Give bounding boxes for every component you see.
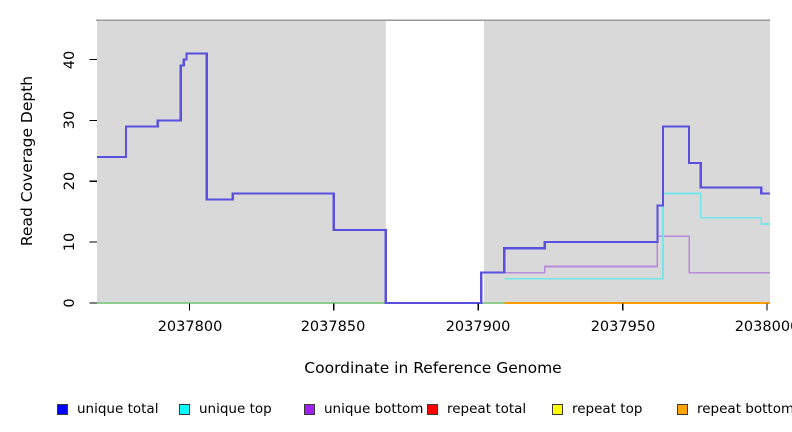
y-axis-title: Read Coverage Depth [18, 75, 36, 247]
y-tick-label: 30 [62, 110, 78, 130]
legend-label: unique bottom [324, 401, 424, 417]
legend-label: unique total [77, 401, 159, 417]
legend-item-repeat-total: repeat total [427, 401, 526, 417]
x-tick-label: 2037850 [300, 319, 366, 335]
legend-label: unique top [199, 401, 272, 417]
legend-item-unique-bottom: unique bottom [304, 401, 423, 417]
x-tick-label: 2037900 [445, 319, 511, 335]
unique-top-swatch-icon [179, 403, 190, 415]
unique-bottom-swatch-icon [304, 403, 315, 415]
y-tick-label: 40 [62, 50, 78, 70]
unique-total-swatch-icon [57, 403, 68, 415]
legend-label: repeat bottom [697, 401, 792, 417]
x-tick-label: 2037800 [157, 319, 223, 335]
repeat-bottom-swatch-icon [677, 403, 688, 415]
legend-item-repeat-top: repeat top [552, 401, 642, 417]
legend-item-unique-total: unique total [57, 401, 158, 417]
y-tick-label: 10 [62, 232, 78, 252]
x-axis-title: Coordinate in Reference Genome [304, 359, 562, 377]
legend-item-repeat-bottom: repeat bottom [677, 401, 792, 417]
legend-label: repeat total [447, 401, 527, 417]
y-tick-label: 20 [62, 171, 78, 191]
y-tick-label: 0 [62, 298, 78, 308]
legend-item-unique-top: unique top [179, 401, 272, 417]
repeat-total-swatch-icon [427, 403, 438, 415]
legend-label: repeat top [572, 401, 643, 417]
x-tick-label: 2037950 [590, 319, 656, 335]
repeat-top-swatch-icon [552, 403, 563, 415]
